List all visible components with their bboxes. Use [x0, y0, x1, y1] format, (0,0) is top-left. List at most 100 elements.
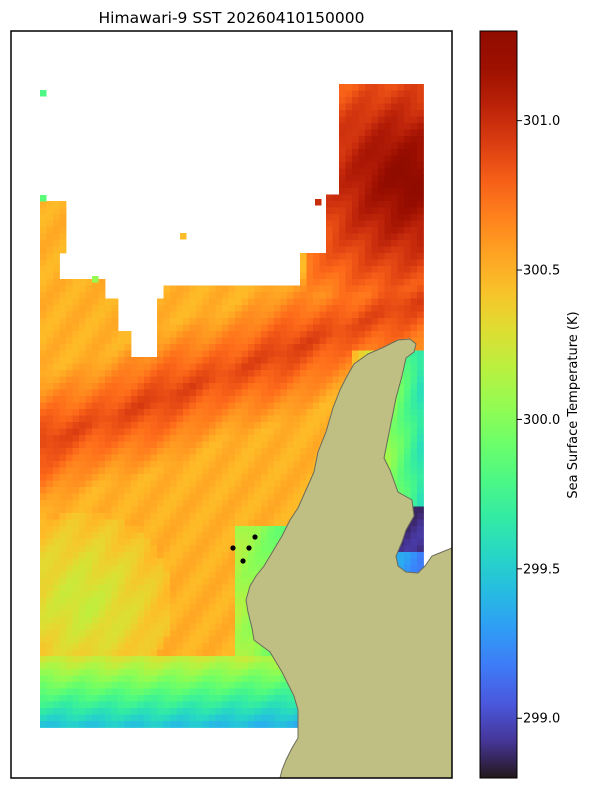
sst-cell: [248, 519, 255, 527]
sst-cell: [241, 383, 249, 390]
sst-cell: [118, 480, 125, 488]
sst-cell: [378, 259, 385, 267]
sst-cell: [53, 467, 60, 475]
sst-cell: [313, 363, 320, 371]
sst-cell: [313, 383, 320, 390]
sst-cell: [222, 604, 229, 611]
sst-cell: [118, 558, 125, 566]
sst-cell: [105, 669, 112, 676]
sst-cell: [280, 519, 288, 527]
sst-cell: [261, 324, 268, 332]
sst-cell: [105, 454, 112, 462]
sst-cell: [137, 649, 145, 657]
sst-cell: [189, 708, 197, 715]
sst-cell: [170, 454, 177, 462]
sst-cell: [228, 383, 236, 390]
sst-cell: [53, 253, 60, 260]
sst-cell: [417, 207, 424, 215]
sst-cell: [417, 474, 424, 481]
sst-cell: [105, 610, 112, 618]
sst-cell: [111, 376, 119, 384]
sst-cell: [397, 207, 405, 215]
sst-cell: [417, 214, 424, 221]
sst-cell: [287, 389, 294, 397]
sst-cell: [131, 441, 138, 449]
sst-cell: [196, 428, 203, 436]
sst-cell: [137, 448, 145, 455]
sst-cell: [157, 389, 164, 397]
sst-cell: [98, 636, 106, 644]
sst-cell: [46, 441, 54, 449]
sst-cell: [79, 292, 86, 299]
sst-cell: [59, 298, 67, 306]
sst-cell: [59, 240, 67, 247]
sst-cell: [40, 422, 47, 429]
sst-cell: [176, 636, 184, 644]
sst-cell: [384, 233, 392, 241]
sst-cell: [40, 467, 47, 475]
sst-cell: [241, 318, 249, 325]
sst-cell: [40, 90, 47, 97]
sst-cell: [72, 636, 80, 644]
sst-cell: [293, 422, 301, 429]
sst-cell: [92, 649, 99, 657]
sst-cell: [261, 376, 268, 384]
sst-cell: [92, 558, 99, 566]
sst-cell: [410, 467, 418, 475]
sst-cell: [313, 292, 320, 299]
sst-cell: [202, 578, 210, 585]
sst-cell: [417, 84, 424, 91]
sst-cell: [332, 246, 340, 254]
sst-cell: [40, 396, 47, 403]
sst-cell: [248, 305, 255, 312]
sst-cell: [267, 415, 275, 423]
sst-cell: [98, 370, 106, 377]
sst-cell: [176, 721, 184, 728]
sst-cell: [85, 402, 93, 410]
sst-cell: [72, 545, 80, 553]
sst-cell: [202, 493, 210, 501]
sst-cell: [287, 292, 294, 299]
sst-cell: [131, 610, 138, 618]
sst-cell: [40, 240, 47, 247]
chart-title: Himawari-9 SST 20260410150000: [98, 9, 365, 27]
sst-cell: [410, 519, 418, 527]
sst-cell: [144, 578, 151, 585]
sst-cell: [300, 337, 307, 345]
sst-cell: [319, 357, 327, 364]
sst-cell: [46, 552, 54, 559]
sst-cell: [170, 305, 177, 312]
sst-cell: [222, 669, 229, 676]
sst-cell: [183, 578, 190, 585]
sst-cell: [72, 591, 80, 598]
sst-cell: [196, 714, 203, 722]
sst-cell: [254, 714, 262, 722]
sst-cell: [176, 467, 184, 475]
sst-cell: [358, 142, 366, 150]
sst-cell: [254, 526, 262, 533]
sst-cell: [287, 363, 294, 371]
sst-cell: [53, 415, 60, 423]
sst-cell: [267, 714, 275, 722]
sst-cell: [137, 357, 145, 364]
sst-cell: [345, 259, 353, 267]
sst-cell: [241, 721, 249, 728]
sst-cell: [384, 253, 392, 260]
sst-cell: [235, 350, 242, 358]
sst-cell: [384, 279, 392, 286]
sst-cell: [59, 363, 67, 371]
sst-cell: [105, 441, 112, 449]
sst-cell: [241, 298, 249, 306]
sst-cell: [79, 591, 86, 598]
sst-cell: [222, 623, 229, 631]
sst-cell: [326, 240, 333, 247]
sst-cell: [378, 337, 385, 345]
sst-cell: [46, 500, 54, 507]
sst-cell: [85, 480, 93, 488]
sst-cell: [417, 500, 424, 507]
sst-cell: [391, 279, 398, 286]
sst-cell: [371, 272, 379, 280]
sst-cell: [410, 90, 418, 98]
sst-cell: [137, 565, 145, 572]
sst-cell: [131, 545, 138, 553]
